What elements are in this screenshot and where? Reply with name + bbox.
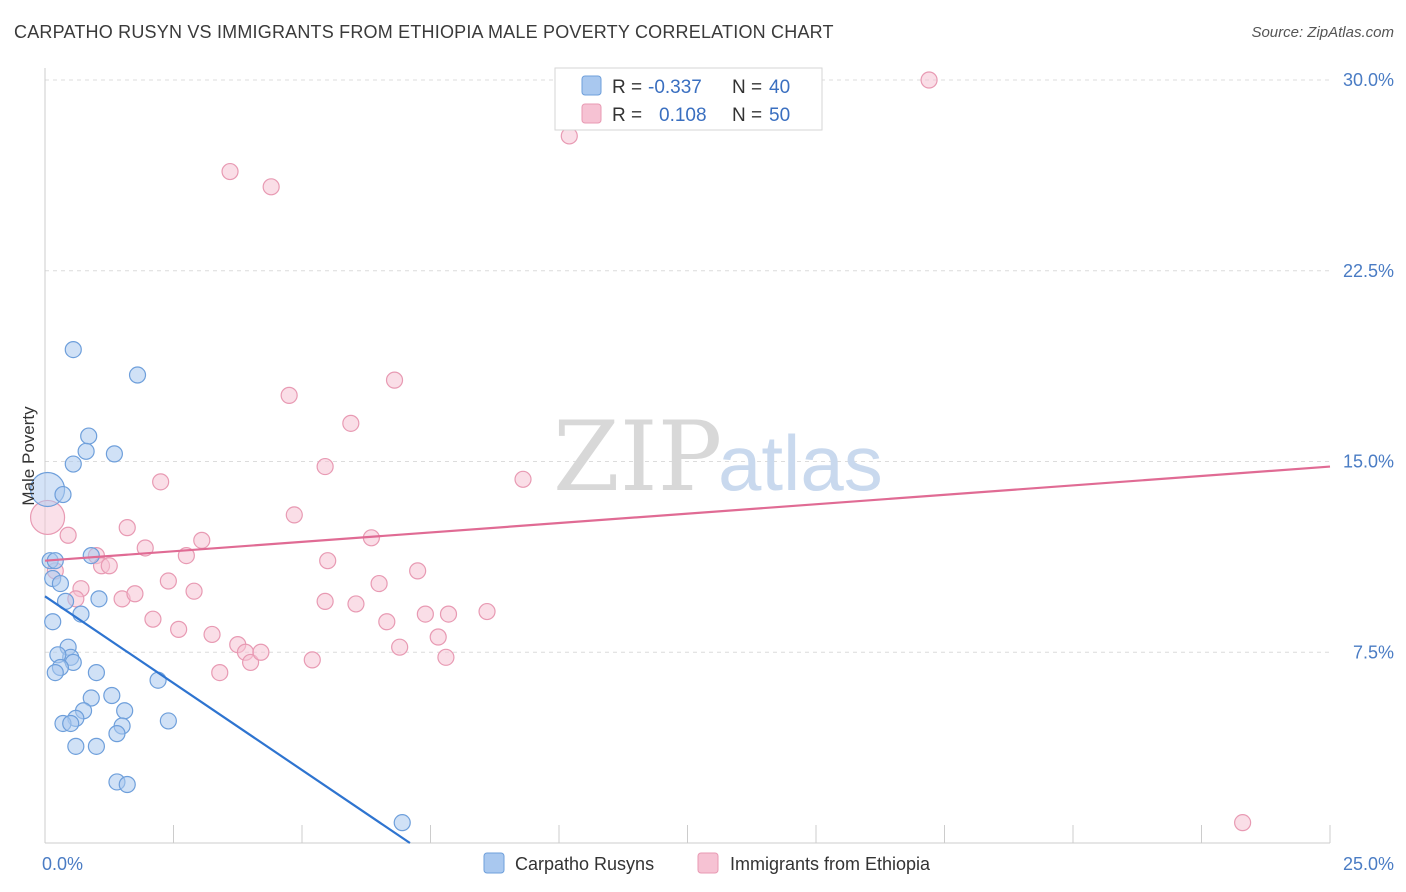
point-carpatho-34	[108, 725, 126, 743]
point-ethiopia-40	[409, 562, 427, 580]
x-tick-label-0: 0.0%	[42, 854, 83, 874]
point-ethiopia-21	[221, 162, 239, 181]
legend-r-value-carpatho: -0.337	[648, 77, 702, 98]
point-ethiopia-13	[152, 473, 170, 491]
point-ethiopia-43	[439, 605, 458, 623]
point-ethiopia-45	[478, 602, 496, 621]
trend-line-ethiopia	[44, 465, 1331, 562]
point-carpatho-22	[46, 663, 64, 682]
point-ethiopia-29	[303, 651, 321, 669]
y-tick-label-2: 22.5%	[1343, 261, 1394, 281]
point-ethiopia-18	[193, 531, 211, 549]
point-ethiopia-31	[316, 592, 334, 610]
point-ethiopia-17	[185, 582, 203, 600]
watermark-zip: ZIP	[553, 401, 722, 513]
point-carpatho-16	[44, 613, 62, 631]
point-ethiopia-7	[100, 557, 118, 575]
bottom-legend-label-carpatho: Carpatho Rusyns	[515, 854, 654, 874]
trend-line-carpatho	[44, 595, 411, 844]
legend-r-label-ethiopia: R =	[612, 105, 642, 126]
bottom-legend: Carpatho Rusyns Immigrants from Ethiopia	[483, 852, 931, 874]
point-ethiopia-42	[429, 628, 447, 646]
y-axis-label: Male Poverty	[19, 406, 38, 506]
point-ethiopia-38	[385, 371, 404, 389]
legend-n-label-carpatho: N =	[732, 77, 762, 98]
point-carpatho-31	[116, 702, 134, 720]
point-carpatho-11	[128, 366, 147, 384]
point-carpatho-24	[149, 671, 167, 689]
point-ethiopia-15	[170, 620, 188, 638]
grid-lines	[45, 79, 1330, 653]
point-ethiopia-34	[347, 595, 365, 613]
point-carpatho-1	[54, 485, 72, 504]
point-carpatho-30	[62, 714, 80, 733]
point-ethiopia-39	[391, 638, 409, 656]
point-carpatho-23	[87, 663, 106, 682]
watermark: ZIP atlas	[553, 401, 883, 513]
bottom-legend-label-ethiopia: Immigrants from Ethiopia	[730, 854, 931, 874]
chart-title: CARPATHO RUSYN VS IMMIGRANTS FROM ETHIOP…	[14, 22, 834, 42]
bottom-legend-swatch-carpatho	[483, 852, 505, 874]
point-ethiopia-37	[378, 613, 396, 631]
axes	[44, 68, 1331, 844]
x-tick-label-1: 25.0%	[1343, 854, 1394, 874]
point-carpatho-35	[67, 737, 85, 755]
point-ethiopia-28	[285, 506, 303, 524]
point-ethiopia-14	[159, 572, 177, 590]
bottom-legend-swatch-ethiopia	[697, 852, 719, 874]
point-ethiopia-9	[118, 519, 136, 537]
point-ethiopia-25	[252, 643, 270, 661]
point-carpatho-10	[105, 445, 123, 463]
trend-lines	[44, 465, 1331, 844]
legend-swatch-ethiopia	[581, 103, 602, 124]
point-carpatho-5	[51, 574, 70, 593]
point-ethiopia-44	[437, 648, 455, 666]
point-ethiopia-30	[319, 552, 337, 570]
legend-r-label-carpatho: R =	[612, 77, 642, 98]
point-ethiopia-48	[920, 71, 938, 89]
point-ethiopia-1	[59, 526, 77, 544]
point-carpatho-6	[64, 340, 82, 359]
point-carpatho-39	[393, 814, 411, 832]
y-tick-label-1: 15.0%	[1343, 452, 1394, 472]
series-ethiopia-points	[29, 71, 1252, 832]
source-label: Source: ZipAtlas.com	[1251, 24, 1394, 41]
point-ethiopia-24	[242, 653, 260, 672]
point-carpatho-25	[103, 686, 121, 705]
point-carpatho-38	[118, 775, 136, 794]
point-carpatho-12	[82, 547, 100, 565]
series-carpatho-points	[29, 340, 411, 832]
legend-r-value-ethiopia: 0.108	[659, 105, 707, 126]
point-ethiopia-41	[416, 605, 434, 623]
point-ethiopia-26	[262, 178, 280, 196]
point-ethiopia-10	[126, 585, 144, 603]
y-tick-label-0: 7.5%	[1353, 642, 1394, 662]
point-ethiopia-20	[211, 663, 229, 682]
point-ethiopia-32	[316, 457, 334, 476]
y-tick-label-3: 30.0%	[1343, 70, 1394, 90]
point-carpatho-15	[90, 590, 108, 608]
point-carpatho-7	[80, 427, 98, 445]
point-ethiopia-36	[370, 574, 388, 593]
point-ethiopia-46	[514, 470, 532, 488]
point-carpatho-33	[159, 712, 177, 730]
tick-labels: 7.5% 15.0% 22.5% 30.0% 0.0% 25.0%	[42, 70, 1394, 874]
point-ethiopia-33	[342, 414, 360, 432]
legend-n-value-carpatho: 40	[769, 77, 790, 98]
point-carpatho-36	[87, 737, 106, 755]
point-ethiopia-27	[280, 386, 298, 404]
point-carpatho-26	[82, 689, 100, 707]
legend-n-label-ethiopia: N =	[732, 105, 762, 126]
point-ethiopia-19	[203, 625, 221, 644]
point-carpatho-8	[77, 442, 95, 460]
point-ethiopia-12	[144, 610, 162, 628]
point-ethiopia-49	[1234, 814, 1252, 832]
watermark-atlas: atlas	[718, 419, 883, 507]
legend: R = -0.337 N = 40 R = 0.108 N = 50	[554, 67, 823, 131]
point-carpatho-9	[64, 455, 82, 473]
legend-swatch-carpatho	[581, 75, 602, 96]
legend-n-value-ethiopia: 50	[769, 105, 790, 126]
